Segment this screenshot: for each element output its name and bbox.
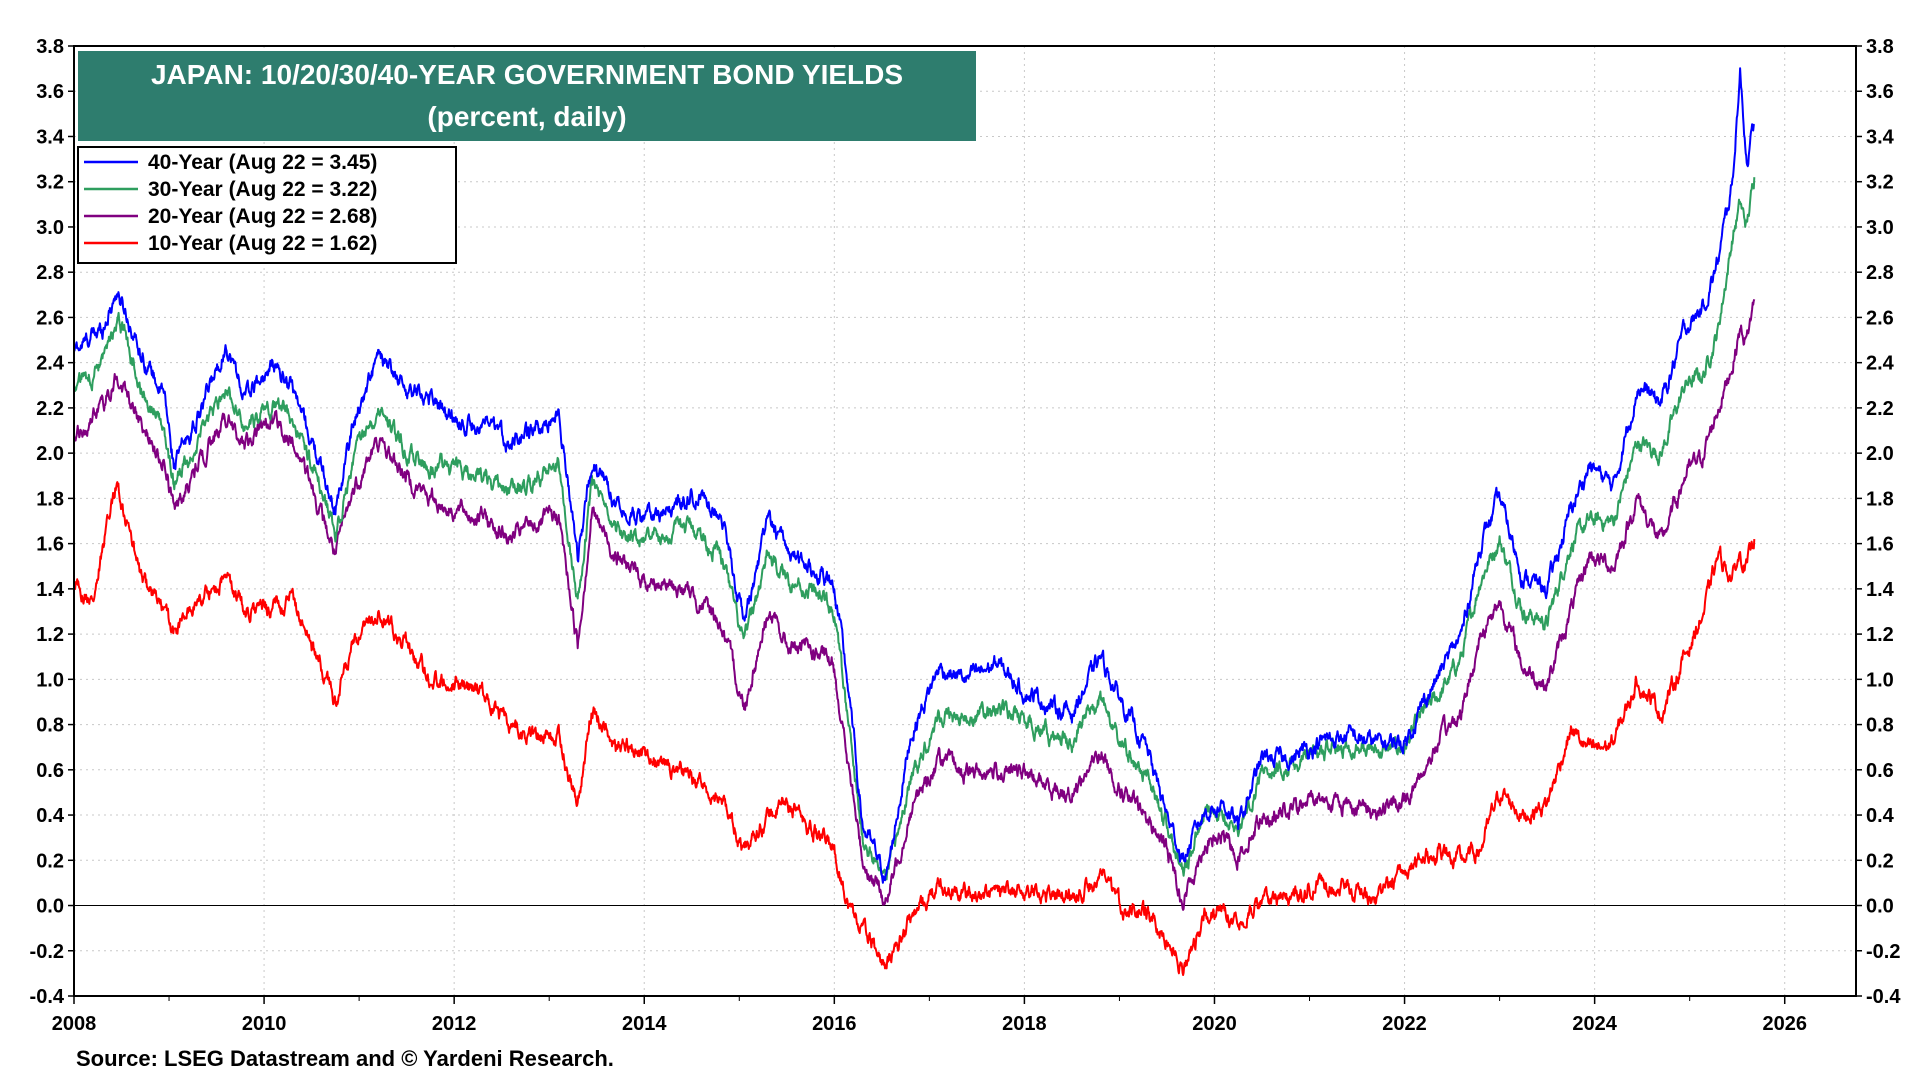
y-tick-label-right: 0.2 [1866,850,1894,872]
x-tick-label: 2014 [622,1013,667,1035]
y-tick-label-right: 2.4 [1866,353,1895,375]
x-tick-label: 2024 [1572,1013,1617,1035]
chart-subtitle: (percent, daily) [427,101,626,132]
y-tick-label-left: 1.8 [36,488,64,510]
x-tick-labels: 2008 2010 2012 2014 2016 2018 2020 2022 2024 2026 [52,996,1807,1035]
y-tick-label-right: 1.0 [1866,669,1894,691]
y-tick-label-left: 1.0 [36,669,64,691]
y-tick-label-left: 0.4 [36,805,65,827]
y-tick-label-left: 2.2 [36,398,64,420]
y-tick-label-left: 3.0 [36,217,64,239]
y-tick-label-right: 1.8 [1866,488,1894,510]
title-background [78,51,976,141]
y-tick-label-left: 2.8 [36,262,64,284]
x-tick-label: 2020 [1192,1013,1237,1035]
legend-label: 40-Year (Aug 22 = 3.45) [148,151,377,174]
y-tick-label-right: 3.8 [1866,36,1894,58]
x-tick-label: 2016 [812,1013,857,1035]
y-tick-label-left: 1.2 [36,624,64,646]
x-tick-label: 2010 [242,1013,287,1035]
y-tick-label-right: 0.8 [1866,715,1894,737]
x-tick-label: 2026 [1762,1013,1807,1035]
series-line-40y [73,67,1755,884]
y-tick-label-right: 3.4 [1866,126,1895,148]
y-tick-label-right: 0.4 [1866,805,1895,827]
y-tick-label-left: 0.6 [36,760,64,782]
series-line-10y [73,481,1756,976]
y-tick-label-right: 2.8 [1866,262,1894,284]
y-tick-label-right: 1.2 [1866,624,1894,646]
series-line-20y [73,298,1756,911]
legend-box [77,146,457,264]
series-line-30y [73,177,1756,881]
legend-label: 10-Year (Aug 22 = 1.62) [148,232,377,255]
legend: 40-Year (Aug 22 = 3.45) 30-Year (Aug 22 =… [77,146,457,264]
y-tick-label-right: 1.4 [1866,579,1895,601]
y-tick-label-right: 2.2 [1866,398,1894,420]
y-tick-label-right: 0.0 [1866,896,1894,918]
series-lines [73,67,1756,976]
x-tick-label: 2022 [1382,1013,1427,1035]
y-tick-label-left: 3.6 [36,81,64,103]
plot-frame [73,45,1857,997]
y-tick-label-left: -0.2 [30,941,64,963]
y-tick-label-right: 3.2 [1866,172,1894,194]
y-tick-label-left: -0.4 [30,986,65,1008]
title-box: JAPAN: 10/20/30/40-YEAR GOVERNMENT BOND … [78,51,976,141]
y-tick-label-right: 0.6 [1866,760,1894,782]
y-tick-label-right: -0.4 [1866,986,1901,1008]
legend-label: 30-Year (Aug 22 = 3.22) [148,178,377,201]
y-tick-label-left: 2.6 [36,307,64,329]
y-tick-label-left: 1.4 [36,579,65,601]
y-tick-label-left: 2.0 [36,443,64,465]
y-tick-label-left: 3.2 [36,172,64,194]
legend-label: 20-Year (Aug 22 = 2.68) [148,205,377,228]
y-tick-label-left: 1.6 [36,534,64,556]
y-tick-label-right: 2.6 [1866,307,1894,329]
y-tick-label-right: -0.2 [1866,941,1900,963]
source-note: Source: LSEG Datastream and © Yardeni Re… [76,1046,614,1071]
x-tick-label: 2018 [1002,1013,1047,1035]
y-tick-label-right: 3.6 [1866,81,1894,103]
x-tick-label: 2008 [52,1013,97,1035]
y-tick-label-left: 3.4 [36,126,65,148]
y-tick-label-left: 3.8 [36,36,64,58]
y-tick-label-left: 0.0 [36,896,64,918]
y-tick-label-left: 0.2 [36,850,64,872]
y-tick-labels: -0.4 -0.4 -0.2 -0.2 0.0 0.0 0.2 0.2 0.4 0.4 0.6 0.6… [30,36,1902,1008]
x-tick-label: 2012 [432,1013,477,1035]
y-tick-label-right: 1.6 [1866,534,1894,556]
y-tick-label-left: 0.8 [36,715,64,737]
y-tick-label-right: 3.0 [1866,217,1894,239]
y-tick-label-right: 2.0 [1866,443,1894,465]
y-tick-label-left: 2.4 [36,353,65,375]
chart-title: JAPAN: 10/20/30/40-YEAR GOVERNMENT BOND … [151,59,903,90]
